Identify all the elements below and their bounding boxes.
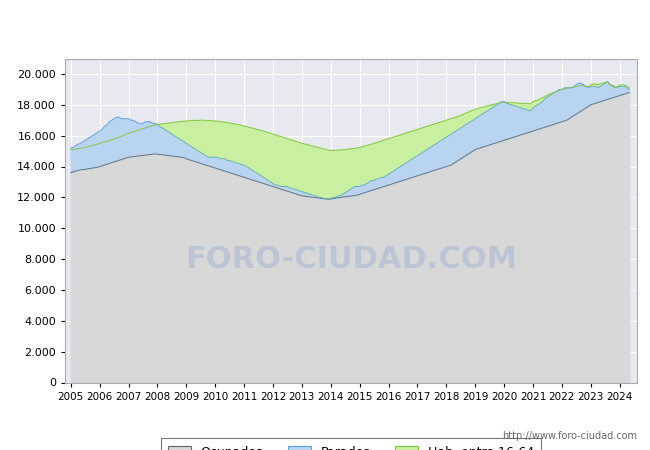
Text: FORO-CIUDAD.COM: FORO-CIUDAD.COM [185,245,517,274]
Text: http://www.foro-ciudad.com: http://www.foro-ciudad.com [502,431,637,441]
Text: O Porriño - Evolucion de la poblacion en edad de Trabajar Mayo de 2024: O Porriño - Evolucion de la poblacion en… [49,13,601,28]
Legend: Ocupados, Parados, Hab. entre 16-64: Ocupados, Parados, Hab. entre 16-64 [161,438,541,450]
